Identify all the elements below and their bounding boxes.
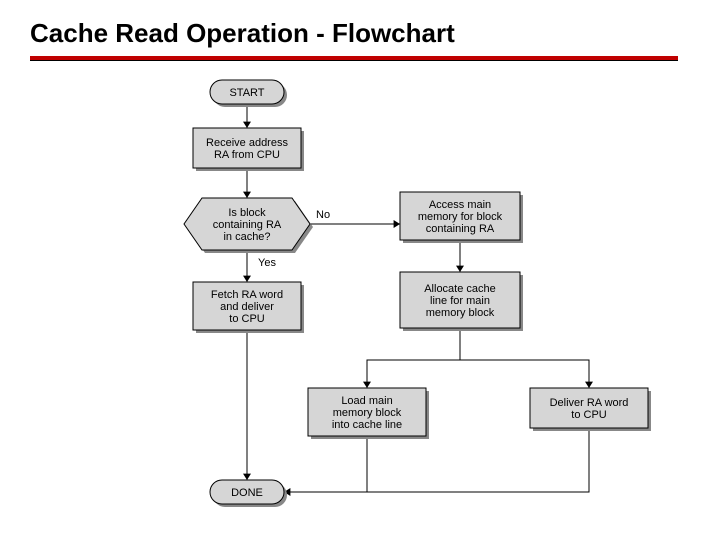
edge-label: No [316, 209, 330, 221]
node-label: to CPU [571, 409, 607, 421]
node-label: memory for block [418, 211, 503, 223]
node-label: Allocate cache [424, 283, 496, 295]
node-label: containing RA [213, 219, 282, 231]
node-label: to CPU [229, 313, 265, 325]
node-label: Is block [228, 207, 266, 219]
node-label: Fetch RA word [211, 289, 283, 301]
node-label: line for main [430, 295, 490, 307]
node-label: DONE [231, 487, 263, 499]
node-label: memory block [333, 407, 402, 419]
node-label: into cache line [332, 419, 402, 431]
node-label: Load main [341, 395, 392, 407]
node-label: Access main [429, 199, 491, 211]
page-title: Cache Read Operation - Flowchart [30, 18, 455, 49]
node-label: containing RA [426, 223, 495, 235]
node-label: in cache? [223, 231, 270, 243]
flowchart-canvas: Yes No START Receive addressRA from CPU Is b… [30, 70, 678, 530]
node-label: Receive address [206, 137, 288, 149]
edge-label: Yes [258, 257, 276, 269]
node-label: memory block [426, 307, 495, 319]
node-label: START [229, 87, 264, 99]
title-underline-black [30, 60, 678, 61]
node-label: Deliver RA word [550, 397, 629, 409]
node-label: RA from CPU [214, 149, 280, 161]
node-label: and deliver [220, 301, 274, 313]
